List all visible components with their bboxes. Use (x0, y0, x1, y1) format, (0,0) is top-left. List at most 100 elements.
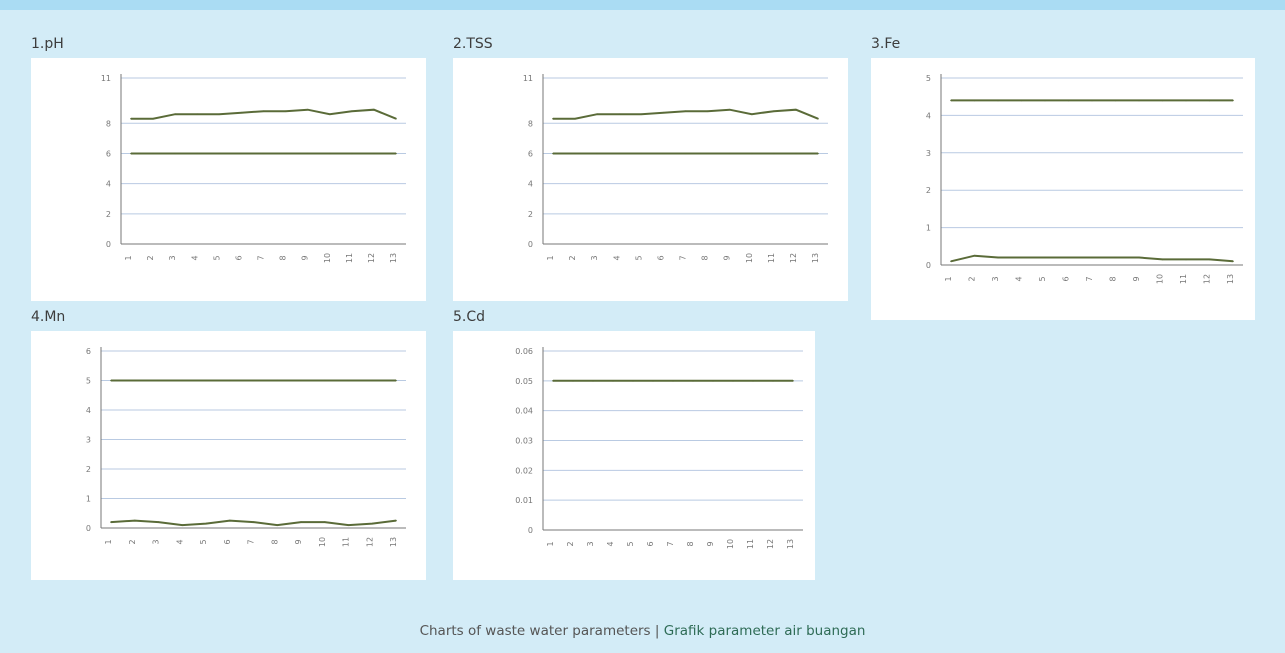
x-tick-label: 13 (1226, 274, 1235, 284)
x-tick-label: 11 (1179, 274, 1188, 284)
x-tick-label: 7 (257, 255, 266, 260)
data-point (652, 380, 654, 382)
data-point (997, 256, 999, 259)
data-point (157, 379, 160, 382)
data-point (596, 113, 598, 115)
x-tick-label: 12 (789, 253, 798, 263)
data-point (773, 110, 775, 112)
y-tick-label: 0 (926, 261, 931, 270)
data-point (1208, 99, 1211, 102)
data-point (306, 108, 309, 111)
y-tick-label: 0.02 (515, 466, 533, 475)
chart-title: 1.pH (31, 36, 64, 52)
chart-panel-ph: 1.pH 0 2 4 6 8 11 1 2 3 4 5 6 7 8 9 10 11 12 13 (31, 36, 426, 301)
y-tick-label: 0 (528, 526, 533, 535)
y-tick-label: 0 (86, 524, 91, 533)
data-point (218, 113, 221, 115)
x-tick-label: 12 (766, 539, 775, 549)
data-point (662, 152, 665, 155)
x-tick-label: 8 (1109, 276, 1118, 281)
data-point (973, 99, 976, 102)
data-point (728, 108, 731, 111)
data-point (1044, 99, 1046, 102)
data-point (1114, 256, 1117, 259)
chart-title: 4.Mn (31, 309, 66, 325)
x-tick-label: 11 (767, 253, 776, 263)
data-point (300, 521, 302, 523)
data-point (306, 152, 309, 155)
data-point (640, 152, 643, 155)
y-tick-label: 2 (926, 186, 931, 195)
x-tick-label: 9 (294, 539, 303, 544)
data-point (817, 117, 819, 120)
data-point (157, 521, 160, 523)
data-point (1091, 99, 1093, 102)
data-point (130, 152, 132, 155)
x-tick-label: 3 (991, 276, 1000, 281)
data-point (134, 379, 136, 382)
data-point (130, 117, 132, 120)
y-tick-label: 6 (86, 347, 91, 356)
data-point (1208, 258, 1211, 261)
data-point (262, 152, 265, 155)
chart-title: 2.TSS (453, 36, 493, 52)
y-tick-label: 4 (106, 180, 111, 189)
data-point (1232, 99, 1234, 102)
x-tick-label: 10 (726, 539, 735, 549)
data-point (773, 152, 775, 155)
caption-separator: | (654, 623, 660, 639)
data-point (1114, 99, 1117, 102)
data-point (950, 99, 952, 102)
data-point (152, 152, 154, 155)
y-tick-label: 2 (106, 210, 111, 219)
data-point (662, 111, 665, 114)
data-point (351, 110, 353, 112)
x-tick-label: 8 (701, 255, 710, 260)
data-point (592, 380, 594, 382)
data-point (276, 524, 279, 526)
data-point (1091, 256, 1093, 259)
x-tick-label: 4 (190, 255, 199, 260)
x-tick-label: 13 (389, 537, 398, 547)
x-tick-label: 2 (146, 255, 155, 260)
data-point (706, 152, 709, 155)
x-tick-label: 2 (968, 276, 977, 281)
data-point (181, 524, 184, 526)
data-point (732, 380, 734, 382)
data-point (395, 117, 397, 120)
x-tick-label: 13 (389, 253, 398, 263)
data-point (1044, 256, 1046, 259)
y-tick-label: 11 (523, 74, 533, 83)
y-tick-label: 0.06 (515, 347, 533, 356)
data-point (572, 380, 574, 382)
data-point (205, 379, 207, 382)
data-point (712, 380, 714, 382)
data-point (684, 110, 687, 112)
data-point (684, 152, 687, 155)
chart-title: 5.Cd (453, 309, 486, 325)
data-point (284, 152, 287, 155)
x-tick-label: 12 (367, 253, 376, 263)
data-point (950, 260, 952, 263)
data-point (240, 152, 243, 155)
data-point (640, 113, 643, 115)
chart-area: 0 0.01 0.02 0.03 0.04 0.05 0.06 1 2 3 4 5 6 7 8 9 10 11 12… (453, 331, 815, 580)
x-tick-label: 9 (723, 255, 732, 260)
data-point (1138, 256, 1140, 259)
x-tick-label: 9 (301, 255, 310, 260)
x-tick-label: 7 (679, 255, 688, 260)
data-point (1161, 258, 1164, 261)
data-point (300, 379, 302, 382)
data-point (196, 113, 199, 115)
chart-svg: 00.010.020.030.040.050.061 2 3 4 5 6 7 8 9 10 11 12… (515, 347, 803, 549)
y-tick-label: 6 (528, 149, 533, 158)
chart-panel-fe: 3.Fe 0 1 2 3 4 5 1 2 3 4 5 6 7 8 9 10 11 12 13 (871, 36, 1255, 320)
chart-area: 0 2 4 6 8 11 1 2 3 4 5 6 7 8 9 10 11 12 13 (31, 58, 426, 301)
data-point (110, 521, 112, 523)
data-point (706, 110, 709, 112)
x-tick-label: 4 (612, 255, 621, 260)
x-tick-label: 3 (586, 541, 595, 546)
x-tick-label: 4 (175, 539, 184, 544)
x-tick-label: 13 (811, 253, 820, 263)
y-tick-label: 4 (86, 406, 91, 415)
